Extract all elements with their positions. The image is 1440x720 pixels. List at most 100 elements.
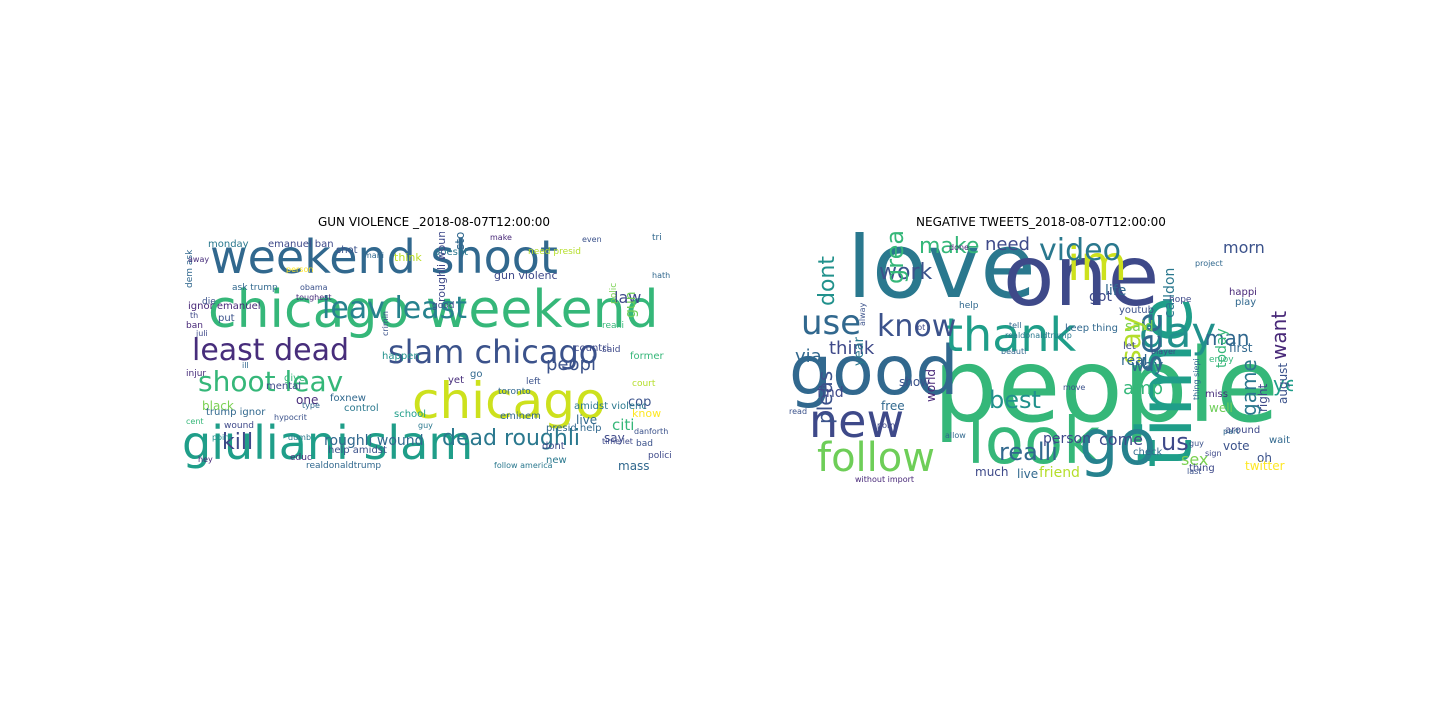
cloud-word: say — [604, 431, 625, 445]
cloud-word: roughli wound — [324, 433, 424, 449]
cloud-word: eminem — [500, 411, 541, 422]
cloud-word: dont — [815, 256, 840, 306]
cloud-word: go — [470, 369, 483, 380]
cloud-word: thing siepi — [1192, 358, 1201, 400]
cloud-word: ban — [186, 321, 203, 331]
cloud-word: giuliani slam — [182, 416, 474, 470]
cloud-word: make — [490, 233, 512, 242]
cloud-word: great — [881, 232, 909, 284]
cloud-word: happen — [382, 351, 420, 362]
cloud-word: amidst violenc — [574, 401, 647, 412]
cloud-word: follow — [817, 435, 935, 481]
cloud-word: guy — [418, 421, 433, 430]
cloud-word: find — [817, 385, 844, 401]
cloud-word: gun violenc — [494, 269, 558, 282]
cloud-word: look — [967, 405, 1101, 479]
cloud-word: much — [975, 465, 1009, 479]
cloud-word: control — [344, 403, 379, 414]
cloud-word: school — [394, 409, 427, 420]
cloud-word: mani — [364, 251, 384, 260]
cloud-word: ignor emanuel — [188, 301, 261, 312]
cloud-word: citi — [612, 416, 635, 434]
cloud-word: player — [1151, 347, 1177, 356]
cloud-word: slam chicago — [388, 333, 599, 371]
cloud-word: love — [847, 232, 1036, 319]
cloud-word: one — [296, 393, 319, 407]
cloud-word: live — [1017, 467, 1039, 481]
cloud-word: amp — [1123, 378, 1163, 399]
cloud-word: foxnew — [330, 393, 366, 404]
cloud-word: person — [1043, 431, 1091, 447]
cloud-word: dont — [542, 441, 565, 452]
cloud-word: emanuel ban — [268, 239, 334, 250]
cloud-word: gun — [623, 291, 639, 318]
cloud-word: one — [1003, 232, 1160, 325]
cloud-word: free — [881, 399, 905, 413]
cloud-word: least dead — [192, 333, 350, 368]
cloud-word: polici — [648, 451, 672, 461]
cloud-word: trump ignor — [206, 407, 266, 418]
cloud-word: youtub — [1119, 305, 1154, 316]
cloud-word: read — [789, 407, 808, 416]
cloud-word: peopl — [546, 354, 596, 375]
cloud-word: day — [1139, 308, 1217, 357]
cloud-word: presid help — [546, 423, 602, 434]
cloud-word: first — [1229, 341, 1253, 355]
cloud-word: th — [190, 311, 199, 320]
cloud-word: calldon — [1162, 267, 1178, 318]
cloud-word: oh — [1257, 451, 1272, 465]
cloud-word: alway — [858, 302, 867, 326]
cloud-word: court — [632, 379, 656, 389]
cloud-word: new — [546, 455, 567, 466]
cloud-word: hath — [652, 271, 671, 280]
cloud-word: kill — [222, 430, 254, 455]
cloud-word: twitter — [1245, 459, 1285, 473]
cloud-word: sign — [1205, 449, 1222, 458]
cloud-word: people — [933, 327, 1279, 446]
cloud-word: doesnt — [434, 247, 469, 258]
cloud-word: type — [302, 401, 320, 410]
cloud-word: think — [394, 251, 422, 264]
cloud-word: obama — [300, 283, 328, 292]
word-cloud-negative-tweets: love one people good time look new thank go follo… — [789, 232, 1293, 484]
cloud-word: want — [1267, 310, 1291, 360]
cloud-word: sex — [1181, 450, 1209, 469]
cloud-word: roughli wounded — [435, 232, 448, 302]
cloud-word: allow — [945, 431, 966, 440]
cloud-word: us — [1161, 428, 1189, 456]
cloud-word: let — [1123, 341, 1136, 352]
cloud-word: shot — [336, 245, 358, 256]
cloud-word: man — [1205, 326, 1250, 350]
cloud-word: well — [1209, 401, 1233, 415]
cloud-word: life — [1105, 283, 1127, 299]
cloud-word: need presid — [528, 247, 582, 257]
cloud-word: danforth — [634, 427, 669, 436]
cloud-word: dumb — [288, 433, 312, 442]
cloud-word: keep thing — [1065, 323, 1118, 334]
cloud-word: educ — [290, 453, 312, 463]
cloud-word: person — [286, 265, 314, 274]
cloud-word: vote — [1223, 439, 1250, 453]
cloud-word: give — [284, 373, 306, 384]
cloud-word: chicago — [412, 372, 606, 430]
panel-title-gun-violence: GUN VIOLENCE _2018-08-07T12:00:00 — [317, 215, 551, 229]
cloud-word: shoot leav — [198, 365, 344, 398]
cloud-word: lot — [915, 323, 926, 332]
cloud-word: even — [582, 235, 602, 244]
cloud-word: away — [188, 255, 210, 264]
cloud-word: miss — [1205, 389, 1228, 400]
cloud-word: stop — [453, 232, 467, 250]
cloud-word: happi — [1229, 287, 1257, 298]
cloud-word: think — [829, 338, 875, 359]
cloud-word: tri — [652, 233, 662, 243]
cloud-word: year — [852, 336, 867, 366]
cloud-word: video — [1039, 233, 1121, 268]
cloud-word: mass — [618, 459, 650, 473]
cloud-word: said — [602, 345, 621, 355]
cloud-word: enjoy — [1209, 355, 1234, 365]
cloud-word: bad — [636, 439, 653, 449]
cloud-word: wait — [1269, 435, 1291, 446]
cloud-word: done — [949, 243, 969, 252]
cloud-word: countri — [574, 343, 610, 354]
cloud-word: cent — [186, 417, 204, 426]
